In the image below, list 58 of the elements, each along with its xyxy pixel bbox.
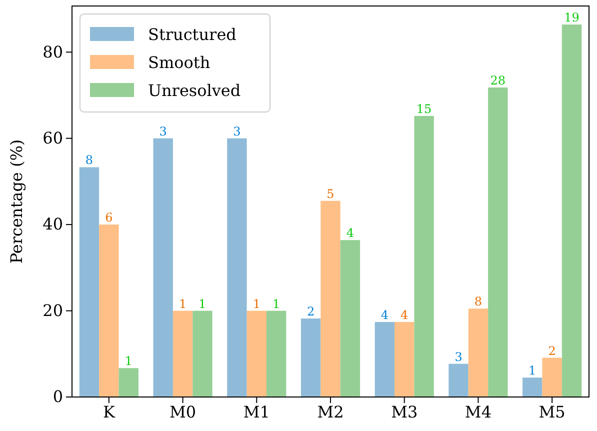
bar xyxy=(246,310,266,397)
y-tick-label: 80 xyxy=(42,42,63,62)
bar xyxy=(118,368,138,397)
x-tick-label: M1 xyxy=(243,402,270,422)
bar xyxy=(227,138,247,397)
annotation: 2 xyxy=(548,344,556,358)
annotation: 3 xyxy=(233,124,241,138)
annotation: 1 xyxy=(252,296,260,311)
annotation: 4 xyxy=(380,308,389,322)
annotation: 6 xyxy=(105,210,113,225)
annotation: 5 xyxy=(326,186,334,201)
legend-label: Structured xyxy=(148,25,236,44)
bar xyxy=(374,322,395,397)
bar xyxy=(172,310,193,397)
x-tick-label: M2 xyxy=(317,402,344,422)
annotation: 1 xyxy=(198,296,206,311)
annotation: 1 xyxy=(528,364,536,378)
bar xyxy=(320,200,340,397)
y-tick-label: 20 xyxy=(42,300,63,320)
annotation: 15 xyxy=(416,102,432,116)
annotation: 19 xyxy=(564,10,580,25)
annotation: 8 xyxy=(85,153,94,168)
bar xyxy=(414,116,434,397)
bar xyxy=(153,138,173,397)
bar xyxy=(300,318,321,397)
bar xyxy=(99,224,119,397)
bar xyxy=(488,87,508,397)
x-tick-label: K xyxy=(102,402,116,422)
bar xyxy=(562,24,582,397)
bar xyxy=(192,310,212,397)
y-tick-label: 40 xyxy=(42,214,63,234)
y-tick-label: 0 xyxy=(52,387,63,406)
bar xyxy=(340,240,360,397)
x-tick-label: M3 xyxy=(391,402,418,422)
legend-label: Smooth xyxy=(148,53,210,72)
bar xyxy=(266,310,286,397)
annotation: 3 xyxy=(454,350,462,364)
bar xyxy=(542,358,562,397)
x-tick-label: M4 xyxy=(464,402,492,422)
annotation: 1 xyxy=(124,354,132,368)
annotation: 3 xyxy=(159,124,167,138)
legend-label: Unresolved xyxy=(148,81,241,100)
y-tick-label: 60 xyxy=(42,128,63,148)
bar xyxy=(79,167,100,397)
annotation: 2 xyxy=(306,304,315,319)
annotation: 4 xyxy=(400,308,409,322)
annotation: 8 xyxy=(474,294,482,309)
annotation: 1 xyxy=(272,296,280,311)
x-tick-label: M5 xyxy=(538,402,566,422)
bar xyxy=(394,322,414,397)
annotation: 28 xyxy=(490,73,506,88)
bar xyxy=(468,308,488,397)
y-axis-title: Percentage (%) xyxy=(7,139,26,264)
x-tick-label: M0 xyxy=(170,402,196,422)
annotation: 1 xyxy=(178,296,187,311)
annotation: 4 xyxy=(346,226,354,240)
bar xyxy=(522,378,542,397)
bar xyxy=(448,364,468,397)
